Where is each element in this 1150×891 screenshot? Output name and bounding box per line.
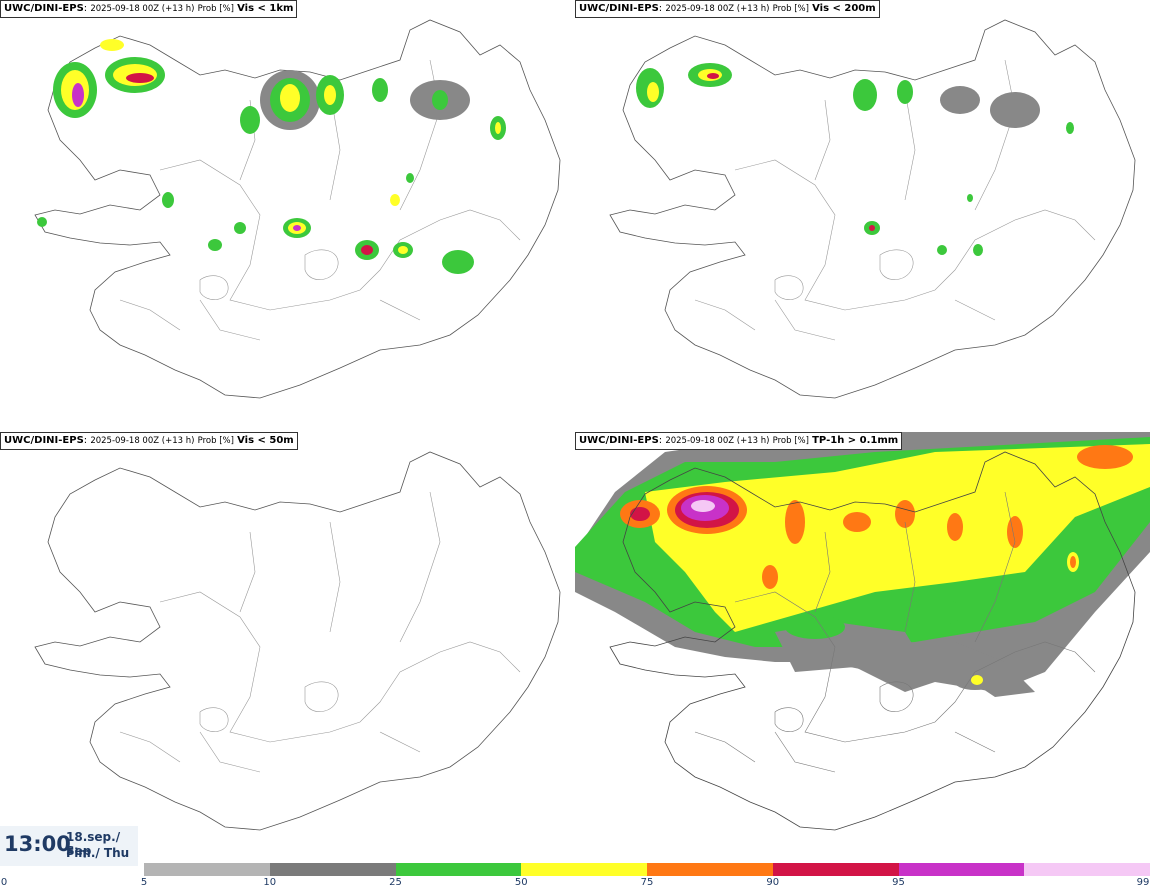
run-label: 2025-09-18 00Z (+13 h) — [665, 4, 770, 14]
valid-time-box: 13:00 18.sep./ Sep Fim./ Thu — [0, 826, 138, 866]
probability-blobs — [37, 39, 506, 274]
run-label: 2025-09-18 00Z (+13 h) — [90, 4, 195, 14]
colorbar-tick-label: 25 — [389, 877, 402, 888]
variable-label: Vis < 1km — [237, 3, 294, 14]
map-panel-vis-1km: UWC/DINI-EPS: 2025-09-18 00Z (+13 h) Pro… — [0, 0, 575, 432]
colorbar-segment — [898, 863, 1025, 876]
panel-title: UWC/DINI-EPS: 2025-09-18 00Z (+13 h) Pro… — [575, 0, 880, 18]
model-label: UWC/DINI-EPS — [579, 3, 659, 14]
model-label: UWC/DINI-EPS — [4, 3, 84, 14]
map-panel-vis-200m: UWC/DINI-EPS: 2025-09-18 00Z (+13 h) Pro… — [575, 0, 1150, 432]
valid-time: 13:00 — [4, 832, 71, 856]
colorbar-segment — [395, 863, 522, 876]
iceland-map — [609, 19, 1136, 399]
valid-weekday: Fim./ Thu — [66, 846, 130, 860]
prob-label: Prob [%] — [197, 4, 234, 14]
run-label: 2025-09-18 00Z (+13 h) — [665, 436, 770, 446]
variable-label: Vis < 50m — [237, 435, 294, 446]
colorbar-segment — [144, 863, 271, 876]
probability-field — [575, 432, 1150, 697]
colorbar-tick-label: 90 — [766, 877, 780, 888]
iceland-map — [575, 432, 1150, 831]
prob-label: Prob [%] — [772, 4, 809, 14]
probability-colorbar — [144, 863, 1150, 876]
variable-label: TP-1h > 0.1mm — [812, 435, 899, 446]
colorbar-tick-label: 0 — [0, 877, 8, 888]
map-panel-tp-1h: UWC/DINI-EPS: 2025-09-18 00Z (+13 h) Pro… — [575, 432, 1150, 864]
map-panel-vis-50m: UWC/DINI-EPS: 2025-09-18 00Z (+13 h) Pro… — [0, 432, 575, 864]
colorbar-segment — [647, 863, 774, 876]
colorbar-tick-label: 95 — [892, 877, 905, 888]
prob-label: Prob [%] — [772, 436, 809, 446]
colorbar-tick-label: 5 — [140, 877, 148, 888]
panel-title: UWC/DINI-EPS: 2025-09-18 00Z (+13 h) Pro… — [575, 432, 903, 450]
run-label: 2025-09-18 00Z (+13 h) — [90, 436, 195, 446]
iceland-map — [34, 19, 561, 399]
colorbar-tick-label: 99 — [1136, 877, 1150, 888]
probability-blobs — [636, 63, 1074, 256]
variable-label: Vis < 200m — [812, 3, 876, 14]
model-label: UWC/DINI-EPS — [4, 435, 84, 446]
iceland-map — [34, 451, 561, 831]
colorbar-tick-label: 50 — [514, 877, 528, 888]
panel-title: UWC/DINI-EPS: 2025-09-18 00Z (+13 h) Pro… — [0, 432, 298, 450]
panel-title: UWC/DINI-EPS: 2025-09-18 00Z (+13 h) Pro… — [0, 0, 298, 18]
colorbar-segment — [269, 863, 396, 876]
colorbar-segment — [521, 863, 648, 876]
colorbar-segment — [1024, 863, 1150, 876]
model-label: UWC/DINI-EPS — [579, 435, 659, 446]
colorbar-tick-label: 10 — [263, 877, 277, 888]
colorbar-segment — [772, 863, 899, 876]
valid-date: 18.sep./ Sep — [66, 830, 121, 858]
colorbar-tick-label: 75 — [640, 877, 654, 888]
prob-label: Prob [%] — [197, 436, 234, 446]
